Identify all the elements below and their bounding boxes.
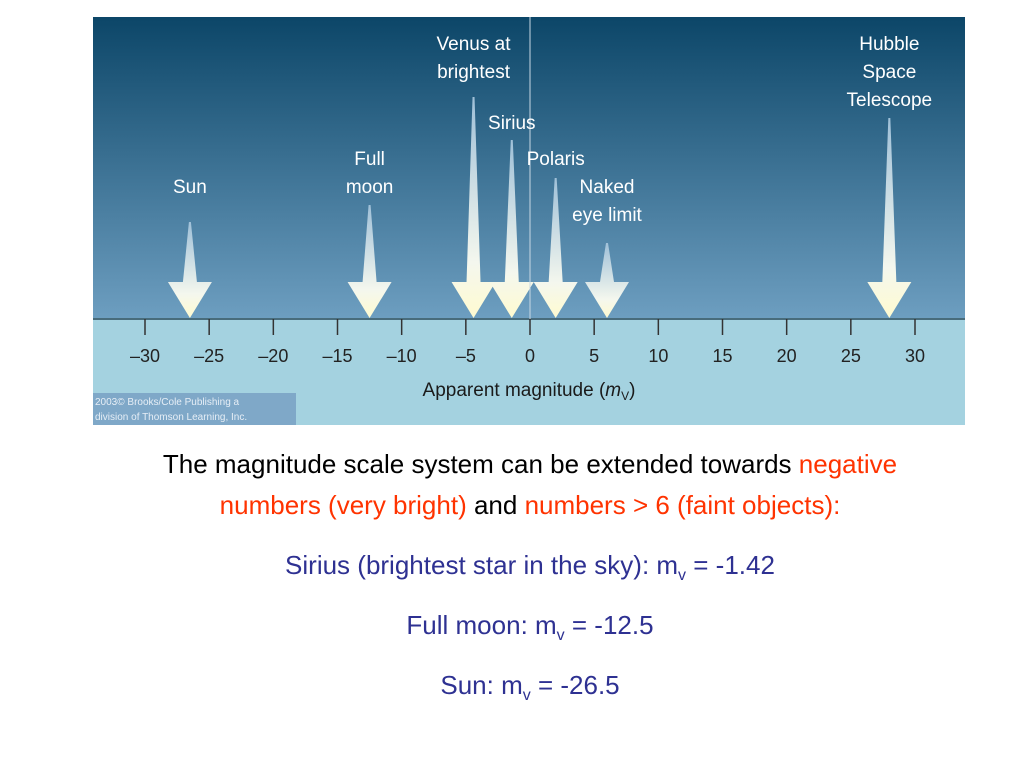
marker-label: Polaris	[527, 149, 585, 170]
fact: Full moon: mv = -12.5	[150, 605, 910, 646]
intro-segment: The magnitude scale system can be extend…	[162, 449, 799, 479]
fact-pre: Full moon: m	[406, 610, 557, 640]
axis-title-text: Apparent magnitude (	[423, 380, 606, 401]
fact-post: = -26.5	[530, 670, 620, 700]
intro-segment: and	[466, 490, 525, 520]
intro-segment: numbers > 6 (faint objects):	[524, 490, 841, 520]
fact-pre: Sun: m	[440, 670, 523, 700]
tick-label: –15	[322, 346, 352, 366]
marker-label: eye limit	[572, 205, 642, 226]
tick-label: 10	[648, 346, 668, 366]
tick-label: –30	[130, 346, 160, 366]
magnitude-arrow	[867, 118, 912, 318]
sky-band	[93, 17, 965, 318]
fact: Sirius (brightest star in the sky): mv =…	[150, 545, 910, 586]
tick-label: –20	[258, 346, 288, 366]
axis-title-end: )	[629, 380, 635, 401]
tick-label: –25	[194, 346, 224, 366]
facts: Sirius (brightest star in the sky): mv =…	[150, 545, 910, 706]
tick-label: –10	[387, 346, 417, 366]
credit-box	[93, 393, 296, 425]
axis-title: Apparent magnitude (mV)	[423, 380, 636, 403]
fact-sub: v	[522, 687, 531, 705]
fact-post: = -12.5	[564, 610, 654, 640]
marker-label: Space	[862, 62, 916, 83]
credit: 2003© Brooks/Cole Publishing a	[95, 397, 240, 408]
axis-var: m	[605, 380, 621, 401]
magnitude-arrow	[585, 243, 629, 318]
magnitude-arrow	[451, 97, 496, 318]
marker-label: Sun	[173, 177, 207, 198]
magnitude-arrow	[489, 140, 534, 318]
fact-pre: Sirius (brightest star in the sky): m	[285, 550, 679, 580]
axis-sub: V	[621, 389, 629, 403]
tick-label: –5	[456, 346, 476, 366]
tick-label: 15	[712, 346, 732, 366]
credit: division of Thomson Learning, Inc.	[95, 412, 247, 423]
marker-label: brightest	[437, 62, 511, 83]
marker-label: Sirius	[488, 113, 536, 134]
tick-label: 20	[777, 346, 797, 366]
markers	[167, 97, 912, 318]
tick-label: 5	[589, 346, 599, 366]
marker-label: Telescope	[847, 90, 933, 111]
magnitude-figure: Apparent magnitude (mV) 2003© Brooks/Col…	[93, 17, 965, 425]
marker-label: Naked	[580, 177, 635, 198]
tick-label: 0	[525, 346, 535, 366]
intro: The magnitude scale system can be extend…	[150, 444, 910, 526]
magnitude-arrow	[167, 222, 212, 318]
caption: The magnitude scale system can be extend…	[150, 444, 910, 706]
fact-post: = -1.42	[686, 550, 775, 580]
intro-segment: negative numbers (very bright)	[219, 449, 898, 520]
marker-label: Hubble	[859, 34, 919, 55]
tick-label: 25	[841, 346, 861, 366]
magnitude-arrow	[533, 178, 578, 318]
fact: Sun: mv = -26.5	[150, 665, 910, 706]
marker-label: moon	[346, 177, 394, 198]
magnitude-arrow	[347, 205, 392, 318]
tick-label: 30	[905, 346, 925, 366]
fact-sub: v	[678, 567, 687, 585]
marker-label: Full	[354, 149, 385, 170]
fact-sub: v	[556, 627, 565, 645]
marker-label: Venus at	[437, 34, 512, 55]
